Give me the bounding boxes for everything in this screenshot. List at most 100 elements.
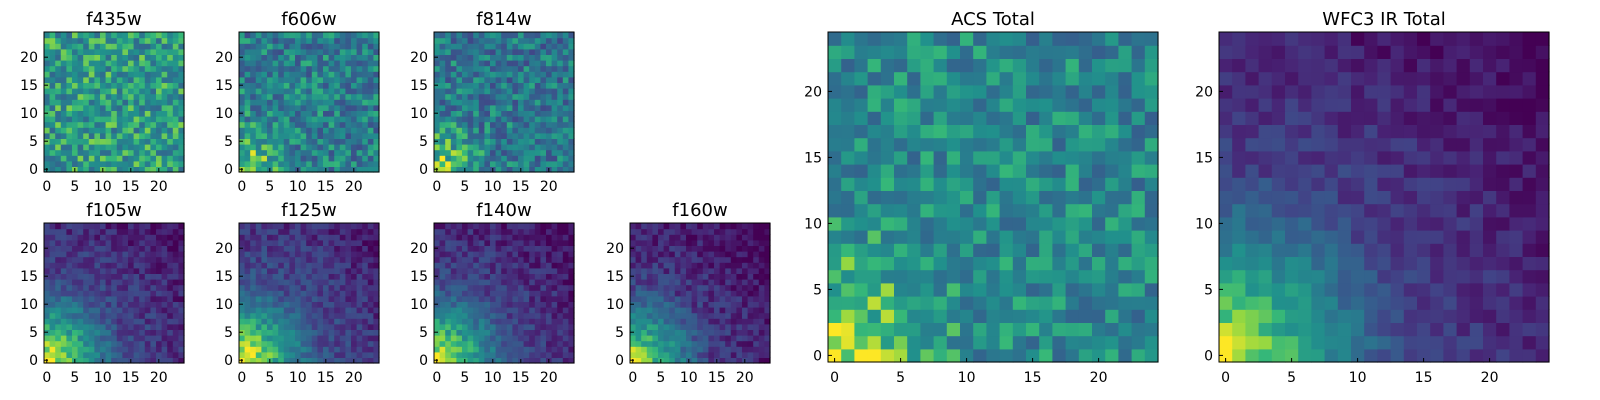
heatmap-cell [758, 267, 765, 274]
heatmap-cell [523, 329, 530, 336]
heatmap-cell [345, 228, 352, 235]
heatmap-cell [111, 346, 118, 353]
heatmap-cell [100, 65, 107, 72]
heatmap-cell [267, 251, 274, 258]
heatmap-cell [66, 301, 73, 308]
heatmap-cell [283, 138, 290, 145]
heatmap-cell [523, 273, 530, 280]
heatmap-cell [828, 177, 842, 191]
heatmap-cell [105, 76, 112, 83]
x-tick-label: 15 [122, 370, 140, 386]
heatmap-cell [267, 71, 274, 78]
heatmap-cell [708, 273, 715, 280]
heatmap-cell [669, 267, 676, 274]
heatmap-cell [484, 43, 491, 50]
heatmap-cell [736, 357, 743, 364]
heatmap-cell [94, 228, 101, 235]
heatmap-cell [445, 48, 452, 55]
heatmap-cell [44, 32, 51, 39]
heatmap-cell [306, 323, 313, 330]
heatmap-cell [278, 132, 285, 139]
heatmap-cell [83, 312, 90, 319]
heatmap-cell [128, 245, 135, 252]
heatmap-cell [841, 282, 855, 297]
heatmap-cell [635, 245, 642, 252]
heatmap-cell [306, 127, 313, 134]
heatmap-cell [345, 32, 352, 39]
heatmap-cell [529, 357, 536, 364]
heatmap-cell [367, 48, 374, 55]
heatmap-cell [100, 329, 107, 336]
heatmap-cell [1012, 282, 1027, 297]
heatmap-cell [462, 65, 469, 72]
heatmap-cell [244, 37, 251, 44]
heatmap-cell [250, 307, 257, 314]
heatmap-cell [697, 335, 704, 342]
heatmap-cell [345, 48, 352, 55]
heatmap-cell [128, 37, 135, 44]
heatmap-cell [686, 267, 693, 274]
heatmap-cell [680, 223, 687, 230]
heatmap-cell [94, 99, 101, 106]
heatmap-cell [295, 99, 302, 106]
heatmap-cell [289, 43, 296, 50]
heatmap-cell [753, 245, 760, 252]
heatmap-cell [172, 138, 179, 145]
heatmap-cell [828, 348, 842, 363]
heatmap-cell [60, 245, 67, 252]
heatmap-cell [94, 335, 101, 342]
heatmap-cell [523, 65, 530, 72]
heatmap-cell [506, 116, 513, 123]
heatmap-cell [328, 99, 335, 106]
heatmap-cell [111, 295, 118, 302]
heatmap-cell [490, 318, 497, 325]
heatmap-cell [456, 295, 463, 302]
heatmap-cell [691, 357, 698, 364]
heatmap-cell [167, 351, 174, 358]
heatmap-cell [373, 144, 380, 151]
heatmap-cell [478, 76, 485, 83]
heatmap-cell [272, 54, 279, 61]
y-tick-label: 20 [20, 241, 38, 257]
heatmap-cell [462, 88, 469, 95]
heatmap-cell [289, 60, 296, 67]
heatmap-cell [156, 323, 163, 330]
heatmap-cell [88, 228, 95, 235]
heatmap-cell [289, 54, 296, 61]
heatmap-cell [339, 71, 346, 78]
heatmap-cell [1039, 322, 1053, 337]
heatmap-cell [55, 144, 62, 151]
heatmap-cell [702, 301, 709, 308]
heatmap-cell [317, 323, 324, 330]
heatmap-cell [518, 54, 525, 61]
heatmap-cell [702, 340, 709, 347]
heatmap-cell [708, 346, 715, 353]
heatmap-cell [351, 301, 358, 308]
heatmap-cell [512, 43, 519, 50]
heatmap-cell [328, 138, 335, 145]
heatmap-cell [630, 290, 637, 297]
heatmap-cell [473, 262, 480, 269]
heatmap-cell [244, 290, 251, 297]
heatmap-cell [730, 262, 737, 269]
heatmap-cell [111, 116, 118, 123]
heatmap-cell [562, 357, 569, 364]
heatmap-cell [167, 155, 174, 162]
heatmap-cell [686, 279, 693, 286]
heatmap-cell [128, 351, 135, 358]
heatmap-cell [300, 76, 307, 83]
heatmap-cell [484, 228, 491, 235]
heatmap-cell [55, 340, 62, 347]
heatmap-cell [490, 60, 497, 67]
heatmap-cell [518, 88, 525, 95]
heatmap-cell [450, 76, 457, 83]
heatmap-cell [156, 116, 163, 123]
heatmap-cell [128, 121, 135, 128]
heatmap-cell [167, 256, 174, 263]
heatmap-cell [920, 177, 935, 191]
heatmap-cell [88, 54, 95, 61]
heatmap-cell [167, 340, 174, 347]
heatmap-cell [239, 160, 246, 167]
heatmap-cell [641, 256, 648, 263]
heatmap-cell [484, 279, 491, 286]
